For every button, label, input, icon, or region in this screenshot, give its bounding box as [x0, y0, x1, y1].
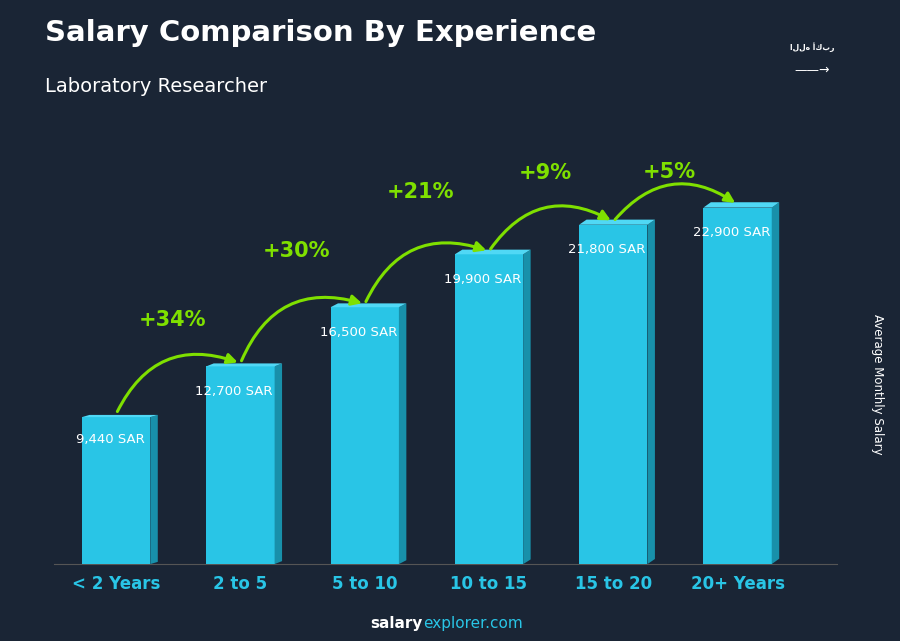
- Polygon shape: [454, 249, 531, 254]
- Bar: [704, 208, 771, 564]
- Text: Salary Comparison By Experience: Salary Comparison By Experience: [45, 19, 596, 47]
- Polygon shape: [704, 203, 779, 208]
- Text: +30%: +30%: [263, 241, 330, 261]
- Polygon shape: [82, 415, 158, 417]
- Text: salary: salary: [371, 617, 423, 631]
- Polygon shape: [399, 303, 407, 564]
- Bar: [330, 307, 399, 564]
- Polygon shape: [647, 220, 655, 564]
- Text: +5%: +5%: [643, 162, 696, 182]
- Text: +9%: +9%: [518, 163, 572, 183]
- Text: 9,440 SAR: 9,440 SAR: [76, 433, 144, 445]
- Text: 19,900 SAR: 19,900 SAR: [445, 273, 521, 286]
- Text: +34%: +34%: [139, 310, 206, 329]
- Text: explorer.com: explorer.com: [423, 617, 523, 631]
- Polygon shape: [150, 415, 158, 564]
- Text: Average Monthly Salary: Average Monthly Salary: [871, 314, 884, 455]
- Text: 22,900 SAR: 22,900 SAR: [693, 226, 770, 239]
- Bar: [579, 225, 647, 564]
- Text: 21,800 SAR: 21,800 SAR: [569, 244, 646, 256]
- Polygon shape: [772, 203, 779, 564]
- Text: 12,700 SAR: 12,700 SAR: [195, 385, 273, 398]
- Bar: [454, 254, 523, 564]
- Text: +21%: +21%: [387, 182, 454, 202]
- Text: 16,500 SAR: 16,500 SAR: [320, 326, 397, 339]
- Polygon shape: [274, 363, 282, 564]
- Polygon shape: [206, 363, 282, 367]
- Bar: [82, 417, 150, 564]
- Text: Laboratory Researcher: Laboratory Researcher: [45, 77, 267, 96]
- Polygon shape: [523, 249, 531, 564]
- Polygon shape: [330, 303, 407, 307]
- Polygon shape: [579, 220, 655, 225]
- Text: ——→: ——→: [795, 64, 830, 77]
- Text: الله أكبر: الله أكبر: [790, 42, 834, 52]
- Bar: [206, 367, 274, 564]
